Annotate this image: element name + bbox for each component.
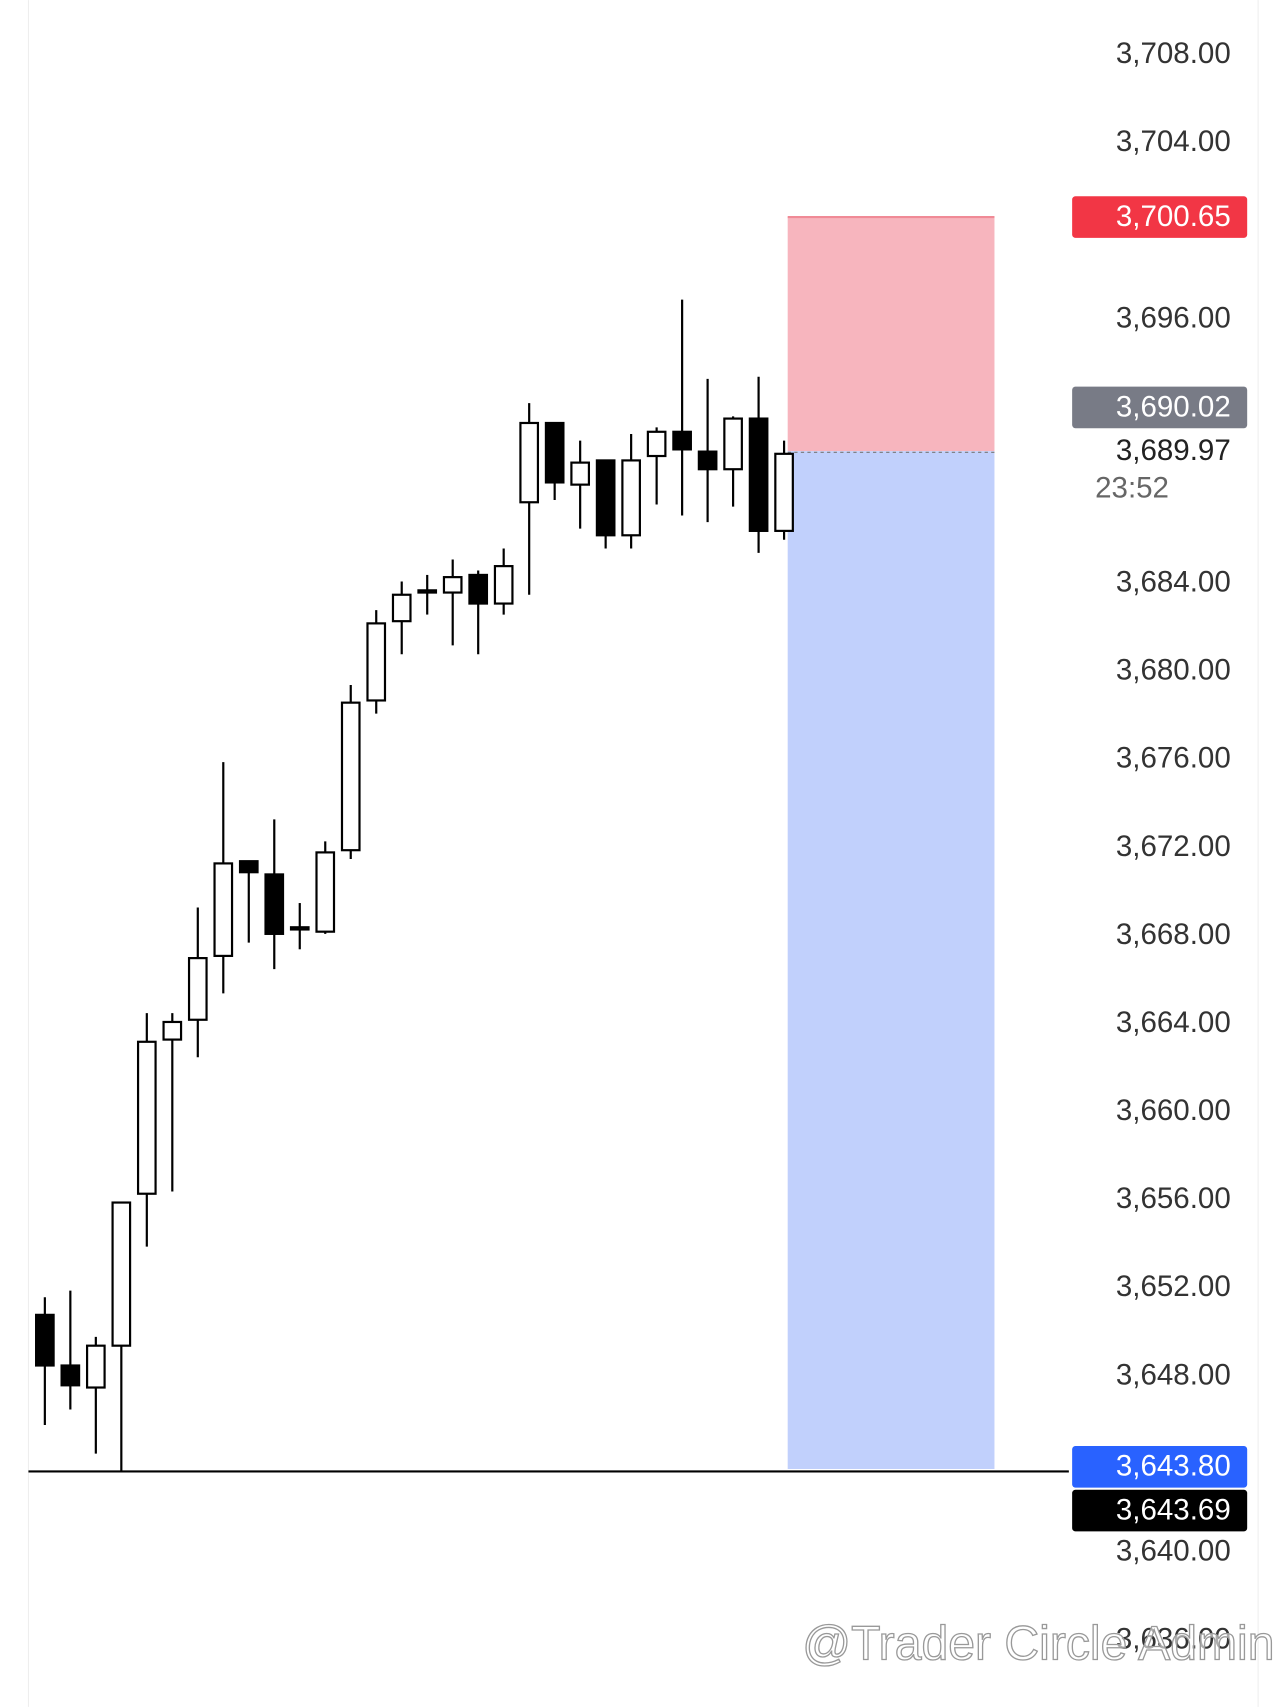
y-tick-label: 3,652.00: [1116, 1270, 1231, 1303]
candle-body: [85, 1344, 106, 1389]
candle-body: [595, 459, 616, 537]
candle-body: [136, 1040, 157, 1195]
price-label: 3,700.65: [1116, 200, 1231, 233]
y-tick-label: 3,640.00: [1116, 1534, 1231, 1567]
y-tick-label: 3,704.00: [1116, 125, 1231, 158]
candle-body: [366, 622, 387, 702]
candle-body: [213, 862, 234, 957]
candle-body: [162, 1020, 183, 1041]
countdown: 23:52: [1095, 471, 1169, 504]
candle-body: [621, 459, 641, 537]
price-label-box: [1072, 196, 1248, 238]
candle-body: [391, 593, 412, 623]
candle-body: [187, 957, 208, 1021]
y-tick-label: 3,636.00: [1116, 1623, 1231, 1656]
candle-body: [646, 430, 667, 458]
price-label-box: [1072, 1446, 1248, 1488]
y-tick-label: 3,660.00: [1116, 1094, 1231, 1127]
y-tick-label: 3,696.00: [1116, 301, 1231, 334]
candle-body: [544, 421, 565, 484]
price-label-box: [1072, 386, 1248, 429]
y-tick-label: 3,708.00: [1116, 37, 1231, 70]
y-tick-label: 3,672.00: [1116, 830, 1231, 863]
candle-body: [774, 452, 794, 532]
stop-zone: [787, 217, 995, 452]
candle-body: [442, 576, 463, 594]
candle-body: [238, 860, 259, 874]
price-label: 3,690.02: [1116, 390, 1231, 423]
y-tick-label: 3,648.00: [1116, 1358, 1231, 1391]
candle-body: [493, 565, 514, 605]
candle-body: [672, 430, 692, 451]
candle-body: [35, 1313, 55, 1367]
y-tick-label: 3,684.00: [1116, 566, 1231, 599]
candle-body: [697, 450, 718, 471]
candle-body: [340, 701, 361, 852]
candle-body: [570, 461, 591, 486]
candle-body: [111, 1201, 132, 1347]
price-label-box: [1072, 1489, 1248, 1532]
candle-body: [264, 873, 285, 935]
candle-body: [748, 417, 769, 532]
price-label: 3,643.69: [1116, 1493, 1231, 1526]
y-tick-label: 3,680.00: [1116, 654, 1231, 687]
y-tick-label: 3,676.00: [1116, 742, 1231, 775]
last-price-label: 3,689.97: [1116, 434, 1231, 467]
target-zone: [787, 451, 995, 1470]
watermark: @Trader Circle Admin: [802, 1616, 1274, 1670]
candle-body: [315, 851, 336, 933]
candle-body: [60, 1364, 81, 1387]
candle-body: [519, 421, 540, 504]
y-tick-label: 3,656.00: [1116, 1182, 1231, 1215]
y-tick-label: 3,664.00: [1116, 1006, 1231, 1039]
y-tick-label: 3,668.00: [1116, 918, 1231, 951]
candle-body: [468, 573, 489, 605]
candle-body: [289, 926, 310, 931]
price-label: 3,643.80: [1116, 1450, 1231, 1483]
candle-body: [723, 417, 743, 471]
candle-body: [417, 589, 438, 594]
